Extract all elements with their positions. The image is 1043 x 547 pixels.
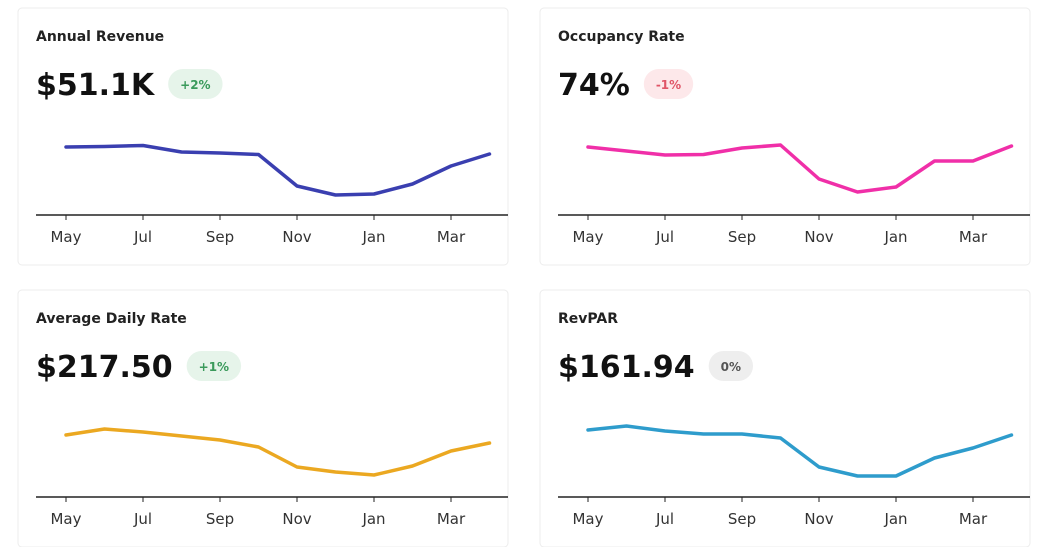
x-tick-label: Jan — [883, 510, 907, 528]
kpi-value: $217.50 — [36, 350, 173, 385]
x-tick-label: May — [50, 510, 81, 528]
x-tick-label: Jan — [361, 228, 385, 246]
x-tick-label: Nov — [282, 510, 311, 528]
change-text: +1% — [199, 360, 229, 374]
x-tick-label: Jul — [655, 228, 674, 246]
card-background — [17, 289, 509, 547]
kpi-value: $51.1K — [36, 68, 156, 103]
x-tick-label: May — [572, 510, 603, 528]
x-tick-label: Sep — [728, 510, 756, 528]
card-background — [17, 7, 509, 266]
kpi-value: 74% — [558, 68, 630, 103]
change-badge — [708, 351, 754, 381]
x-tick-label: Nov — [804, 228, 833, 246]
line — [586, 143, 1014, 194]
x-tick-label: Jan — [361, 510, 385, 528]
kpi-card: Annual Revenue $51.1K +2% May Jul Sep Nov Jan Ma… — [17, 7, 509, 266]
x-tick-label: Jul — [133, 228, 152, 246]
x-tick-label: Mar — [437, 510, 466, 528]
change-badge — [186, 351, 242, 381]
change-text: 0% — [721, 360, 741, 374]
kpi-card: Occupancy Rate 74% -1% May Jul Sep Nov Jan Mar — [539, 7, 1031, 266]
card-title: Occupancy Rate — [558, 29, 685, 45]
change-badge — [168, 69, 223, 99]
change-text: +2% — [180, 78, 210, 92]
card-title: RevPAR — [558, 311, 618, 327]
x-tick-label: Jul — [133, 510, 152, 528]
x-tick-label: Jan — [883, 228, 907, 246]
x-tick-label: Mar — [437, 228, 466, 246]
x-tick-label: Jul — [655, 510, 674, 528]
x-tick-label: May — [572, 228, 603, 246]
kpi-value: $161.94 — [558, 350, 695, 385]
card-background — [539, 289, 1031, 547]
x-tick-label: Sep — [206, 228, 234, 246]
x-tick-label: Mar — [959, 228, 988, 246]
card-background — [539, 7, 1031, 266]
kpi-card: RevPAR $161.94 0% May Jul Sep Nov Jan Mar — [539, 289, 1031, 547]
x-tick-label: Sep — [206, 510, 234, 528]
x-tick-label: Sep — [728, 228, 756, 246]
kpi-card: Average Daily Rate $217.50 +1% May Jul Sep Nov… — [17, 289, 509, 547]
change-badge — [643, 69, 694, 99]
card-title: Average Daily Rate — [36, 311, 187, 327]
line — [586, 424, 1014, 478]
line — [64, 143, 492, 197]
x-tick-label: Mar — [959, 510, 988, 528]
line — [64, 427, 492, 477]
x-tick-label: Nov — [282, 228, 311, 246]
card-title: Annual Revenue — [36, 29, 164, 45]
x-tick-label: Nov — [804, 510, 833, 528]
change-text: -1% — [656, 78, 681, 92]
x-tick-label: May — [50, 228, 81, 246]
